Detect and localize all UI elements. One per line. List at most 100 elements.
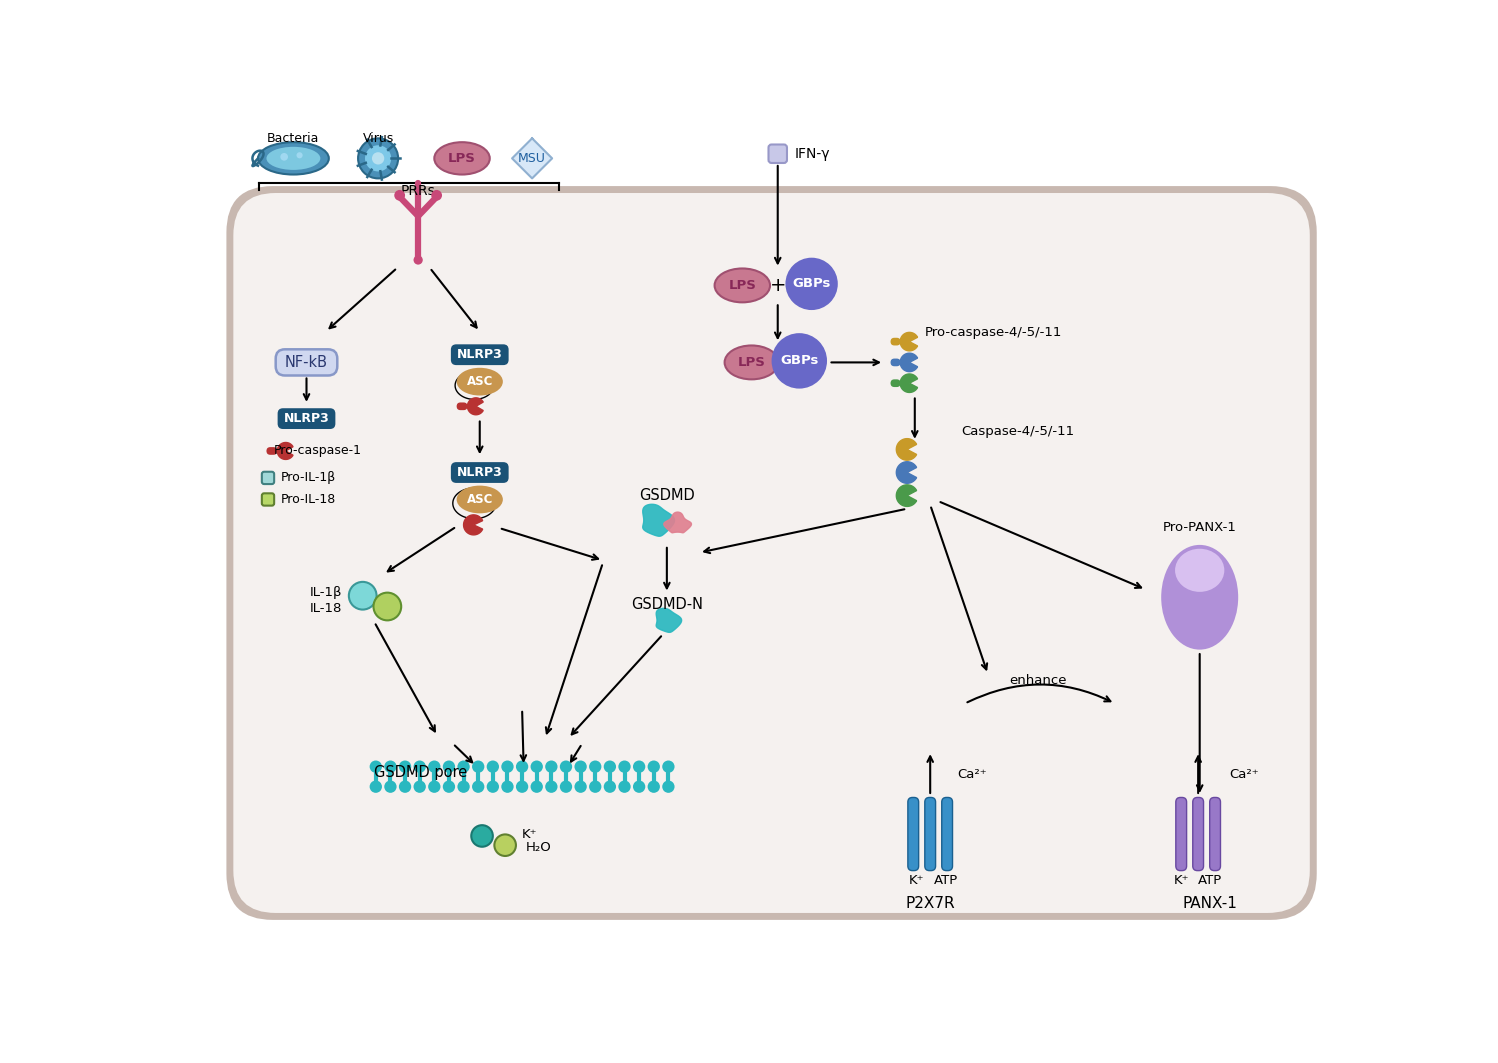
Polygon shape [900,353,918,372]
Circle shape [589,780,601,793]
Circle shape [349,581,376,609]
Circle shape [574,760,587,773]
Polygon shape [643,504,674,536]
FancyBboxPatch shape [457,403,467,410]
FancyBboxPatch shape [276,350,337,375]
Circle shape [413,780,425,793]
Circle shape [515,780,529,793]
Circle shape [604,760,616,773]
Text: NLRP3: NLRP3 [457,466,503,479]
Circle shape [662,760,674,773]
Text: IL-18: IL-18 [310,602,342,614]
Circle shape [398,780,412,793]
FancyBboxPatch shape [262,472,274,484]
Circle shape [366,146,391,171]
Circle shape [515,760,529,773]
FancyBboxPatch shape [942,797,953,871]
Circle shape [413,760,425,773]
Circle shape [560,760,572,773]
Circle shape [385,760,397,773]
Circle shape [530,760,542,773]
Circle shape [545,780,557,793]
Circle shape [385,780,397,793]
Text: MSU: MSU [518,152,547,165]
Polygon shape [896,461,917,484]
Circle shape [785,257,837,310]
Text: ASC: ASC [466,375,493,388]
Text: Pro-caspase-1: Pro-caspase-1 [274,443,363,457]
Text: GBPs: GBPs [780,354,818,368]
Circle shape [394,190,404,201]
Text: ATP: ATP [933,874,957,888]
Circle shape [443,780,455,793]
Polygon shape [512,138,553,179]
Circle shape [428,760,440,773]
FancyBboxPatch shape [768,145,786,163]
Ellipse shape [725,345,779,379]
Circle shape [502,760,514,773]
FancyBboxPatch shape [262,493,274,506]
Polygon shape [896,485,917,506]
Circle shape [280,153,288,161]
Text: NLRP3: NLRP3 [283,412,330,425]
Circle shape [457,760,470,773]
Text: NLRP3: NLRP3 [457,349,503,361]
FancyBboxPatch shape [1192,797,1203,871]
FancyBboxPatch shape [451,462,509,483]
Circle shape [431,190,442,201]
Circle shape [771,333,827,389]
FancyBboxPatch shape [890,379,900,387]
Text: Pro-PANX-1: Pro-PANX-1 [1162,522,1237,535]
FancyBboxPatch shape [1210,797,1221,871]
Text: K⁺: K⁺ [909,874,924,888]
Circle shape [370,760,382,773]
Circle shape [502,780,514,793]
Text: ASC: ASC [466,493,493,506]
Polygon shape [656,608,682,632]
FancyBboxPatch shape [924,797,936,871]
Circle shape [647,780,661,793]
FancyBboxPatch shape [234,193,1309,913]
Circle shape [443,760,455,773]
Text: enhance: enhance [1010,674,1067,687]
Circle shape [358,138,398,179]
Circle shape [472,825,493,847]
Text: Bacteria: Bacteria [267,132,319,145]
FancyBboxPatch shape [908,797,918,871]
Circle shape [530,780,542,793]
Polygon shape [900,374,918,392]
FancyBboxPatch shape [1176,797,1186,871]
Circle shape [634,780,646,793]
Polygon shape [664,512,692,533]
Text: ATP: ATP [1197,874,1222,888]
Text: Caspase-4/-5/-11: Caspase-4/-5/-11 [962,425,1074,438]
Ellipse shape [258,142,330,174]
Circle shape [619,760,631,773]
Circle shape [662,780,674,793]
Circle shape [487,760,499,773]
Circle shape [472,780,484,793]
Text: PANX-1: PANX-1 [1182,896,1237,911]
Circle shape [619,780,631,793]
Circle shape [297,152,303,158]
Circle shape [647,760,661,773]
Text: GSDMD-N: GSDMD-N [631,597,703,612]
Circle shape [487,780,499,793]
Circle shape [634,760,646,773]
Text: LPS: LPS [737,356,765,369]
Ellipse shape [457,486,503,513]
Text: IFN-γ: IFN-γ [794,147,830,161]
FancyBboxPatch shape [451,344,509,365]
Polygon shape [896,439,917,460]
Ellipse shape [715,269,770,302]
Circle shape [370,780,382,793]
Circle shape [398,760,412,773]
FancyBboxPatch shape [890,358,900,367]
Text: NF-kB: NF-kB [285,355,328,370]
Text: H₂O: H₂O [526,841,551,854]
FancyBboxPatch shape [277,408,336,429]
Circle shape [457,780,470,793]
Text: K⁺: K⁺ [523,828,538,841]
Circle shape [472,760,484,773]
Text: GSDMD pore: GSDMD pore [374,765,467,780]
